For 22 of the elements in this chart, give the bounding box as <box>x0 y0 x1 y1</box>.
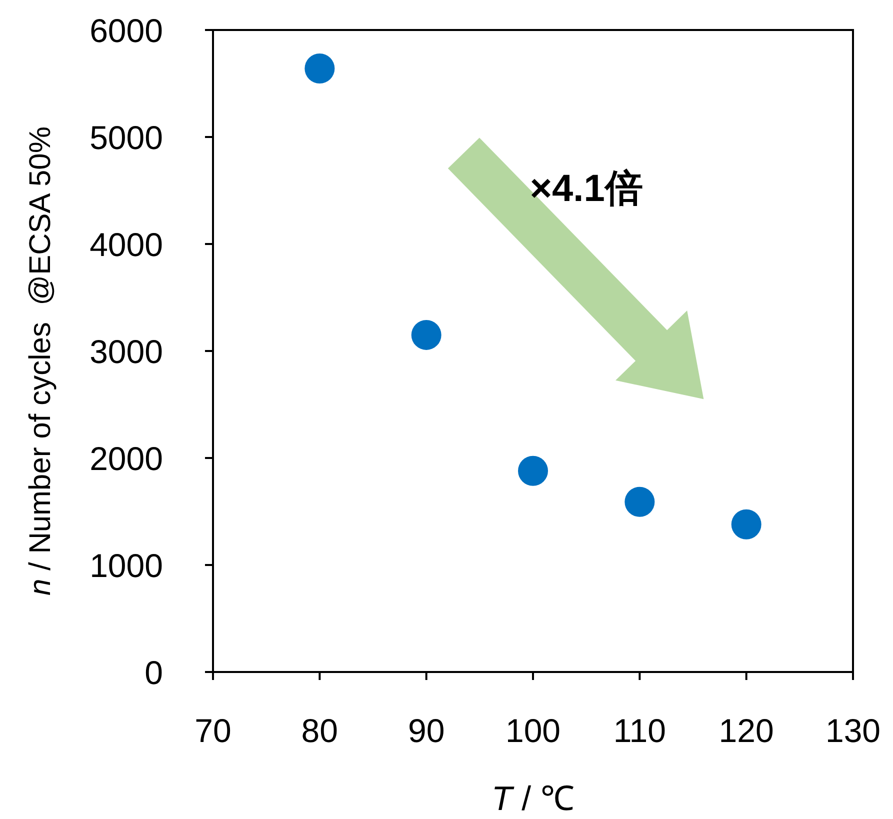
x-tick-label: 120 <box>718 712 774 749</box>
x-tick-label: 80 <box>301 712 338 749</box>
x-tick-label: 100 <box>505 712 561 749</box>
y-tick-label: 6000 <box>90 12 163 49</box>
x-tick-label: 130 <box>825 712 881 749</box>
x-axis-title: T / ℃ <box>491 780 575 818</box>
point <box>411 320 442 350</box>
y-axis-title: n / Number of cycles @ECSA 50% <box>24 126 57 596</box>
y-tick-label: 1000 <box>90 547 163 584</box>
x-tick-label: 110 <box>613 712 666 749</box>
y-tick-label: 0 <box>144 654 163 691</box>
y-tick-label: 2000 <box>90 440 163 477</box>
y-tick-label: 5000 <box>90 119 163 156</box>
x-tick-label: 70 <box>194 712 232 749</box>
y-tick-label: 4000 <box>90 226 163 263</box>
point <box>624 486 655 517</box>
point <box>304 54 335 84</box>
y-tick-label: 3000 <box>90 333 163 370</box>
annotation: ×4.1倍 <box>530 168 643 210</box>
x-tick-label: 90 <box>408 712 445 749</box>
point <box>518 456 548 486</box>
point <box>731 509 762 540</box>
